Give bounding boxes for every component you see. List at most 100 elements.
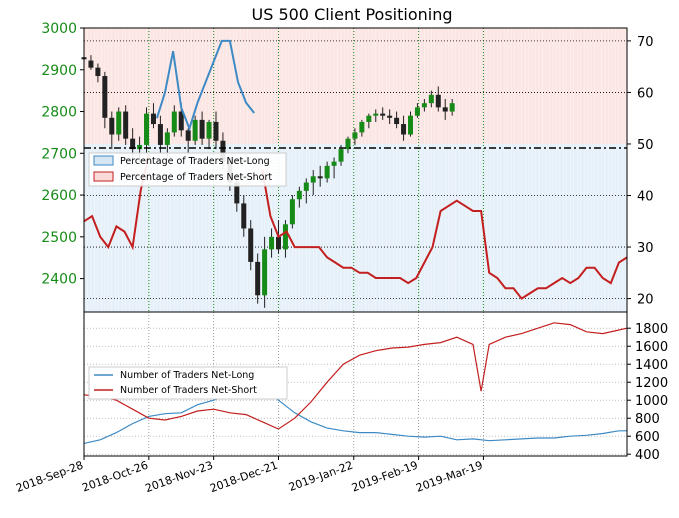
bottom-tick-label-1000: 1000 [635,394,668,409]
candle-body-35 [324,165,330,179]
candle-body-49 [421,103,427,108]
x-tick-label-4: 2019-Jan-22 [287,459,355,494]
candle-body-40 [359,121,365,133]
candle-body-43 [380,113,386,116]
candle-body-16 [192,119,198,141]
candle-body-39 [352,132,358,139]
candle-body-24 [248,228,254,262]
candle-body-5 [116,111,122,135]
candle-body-47 [407,115,413,135]
candle-body-13 [171,111,177,133]
candle-body-22 [234,182,240,204]
candle-body-52 [442,107,448,112]
bottom-panel: 400 600 800 1000 1200 1400 1600 1800 2018-Sep-2… [14,311,668,495]
candle-body-25 [255,261,261,296]
candle-body-42 [373,113,379,116]
candle-body-28 [276,236,282,250]
candle-body-48 [414,107,420,116]
right-tick-label-20: 20 [637,293,654,308]
legend-label-count-short: Number of Traders Net-Short [120,385,257,396]
sentiment-lines [83,39,628,300]
series-line-0 [83,386,627,444]
right-axis-ticks: 20 30 40 50 60 70 [627,35,654,308]
bottom-right-axis-ticks: 400 600 800 1000 1200 1400 1600 1800 [627,322,668,463]
x-tick-label-3: 2018-Dec-21 [208,459,279,496]
right-tick-label-50: 50 [637,138,654,153]
candle-body-3 [102,76,108,118]
candle-body-38 [345,138,351,150]
series-line-1 [83,322,628,430]
left-tick-label-2600: 2600 [41,188,77,204]
bottom-tick-label-1200: 1200 [635,376,668,391]
left-tick-label-2500: 2500 [41,230,77,246]
right-tick-label-70: 70 [637,35,654,50]
left-tick-label-2800: 2800 [41,105,77,121]
top-legend: Percentage of Traders Net-Long Percentag… [88,152,287,187]
bottom-tick-label-400: 400 [635,448,660,463]
legend-label-net-long: Percentage of Traders Net-Long [120,156,270,167]
candle-body-53 [449,103,455,112]
candle-body-45 [394,117,400,125]
x-axis-ticks: 2018-Sep-282018-Oct-262018-Nov-232018-De… [14,456,484,495]
candle-body-1 [88,60,94,68]
left-tick-label-3000: 3000 [41,21,77,37]
right-tick-label-40: 40 [637,190,654,205]
candle-body-19 [213,121,219,141]
candle-body-8 [137,144,143,150]
x-tick-label-1: 2018-Oct-26 [80,459,150,495]
bottom-tick-label-1600: 1600 [635,340,668,355]
legend-swatch-net-long [93,155,114,166]
net-long-below-50-line [83,154,628,300]
candle-body-12 [164,132,170,145]
x-tick-label-2: 2018-Nov-23 [143,459,214,496]
right-tick-label-30: 30 [637,241,654,256]
candle-body-50 [428,94,434,104]
right-tick-label-60: 60 [637,86,654,101]
candle-body-29 [282,224,288,250]
candle-body-36 [331,161,337,166]
bottom-tick-label-1800: 1800 [635,322,668,337]
candle-body-6 [123,111,129,139]
candle-body-17 [199,119,205,139]
candle-body-30 [289,199,295,225]
legend-label-net-short: Percentage of Traders Net-Short [120,172,272,183]
net-long-above-50-line [155,39,255,132]
top-panel: 2400 2500 2600 2700 2800 2900 3000 20 30 40 50 60 7… [41,21,654,313]
x-tick-label-5: 2019-Feb-19 [350,459,420,495]
left-tick-label-2900: 2900 [41,63,77,79]
left-axis-ticks: 2400 2500 2600 2700 2800 2900 3000 [41,21,84,288]
legend-label-count-long: Number of Traders Net-Long [120,370,254,381]
candle-body-34 [317,176,323,179]
bottom-tick-label-1400: 1400 [635,358,668,373]
chart-title: US 500 Client Positioning [251,5,452,24]
bottom-panel-border [83,311,628,457]
price-candles [81,50,455,308]
candle-body-41 [366,115,372,122]
candle-body-9 [144,113,150,145]
top-legend-box [88,152,287,187]
top-horizontal-gridlines [84,40,627,299]
candle-body-4 [109,117,115,135]
legend-swatch-net-short [93,171,114,182]
bottom-tick-label-800: 800 [635,412,660,427]
bottom-tick-label-600: 600 [635,430,660,445]
left-tick-label-2400: 2400 [41,272,77,288]
candle-body-15 [185,130,191,141]
left-tick-label-2700: 2700 [41,146,77,162]
candle-body-11 [157,124,163,145]
bottom-legend-box [88,366,288,400]
bottom-legend: Number of Traders Net-Long Number of Tra… [88,366,288,400]
candle-body-31 [296,190,302,200]
candle-body-23 [241,203,247,229]
candle-body-14 [178,111,184,131]
candle-body-10 [150,113,156,125]
candle-body-46 [401,124,407,135]
candle-body-2 [95,67,101,77]
trader-count-lines [83,322,628,444]
candle-body-33 [310,176,316,183]
candle-body-27 [269,236,275,250]
candle-body-26 [262,249,268,296]
x-tick-label-6: 2019-Mar-19 [414,459,484,495]
candle-body-18 [206,121,212,139]
